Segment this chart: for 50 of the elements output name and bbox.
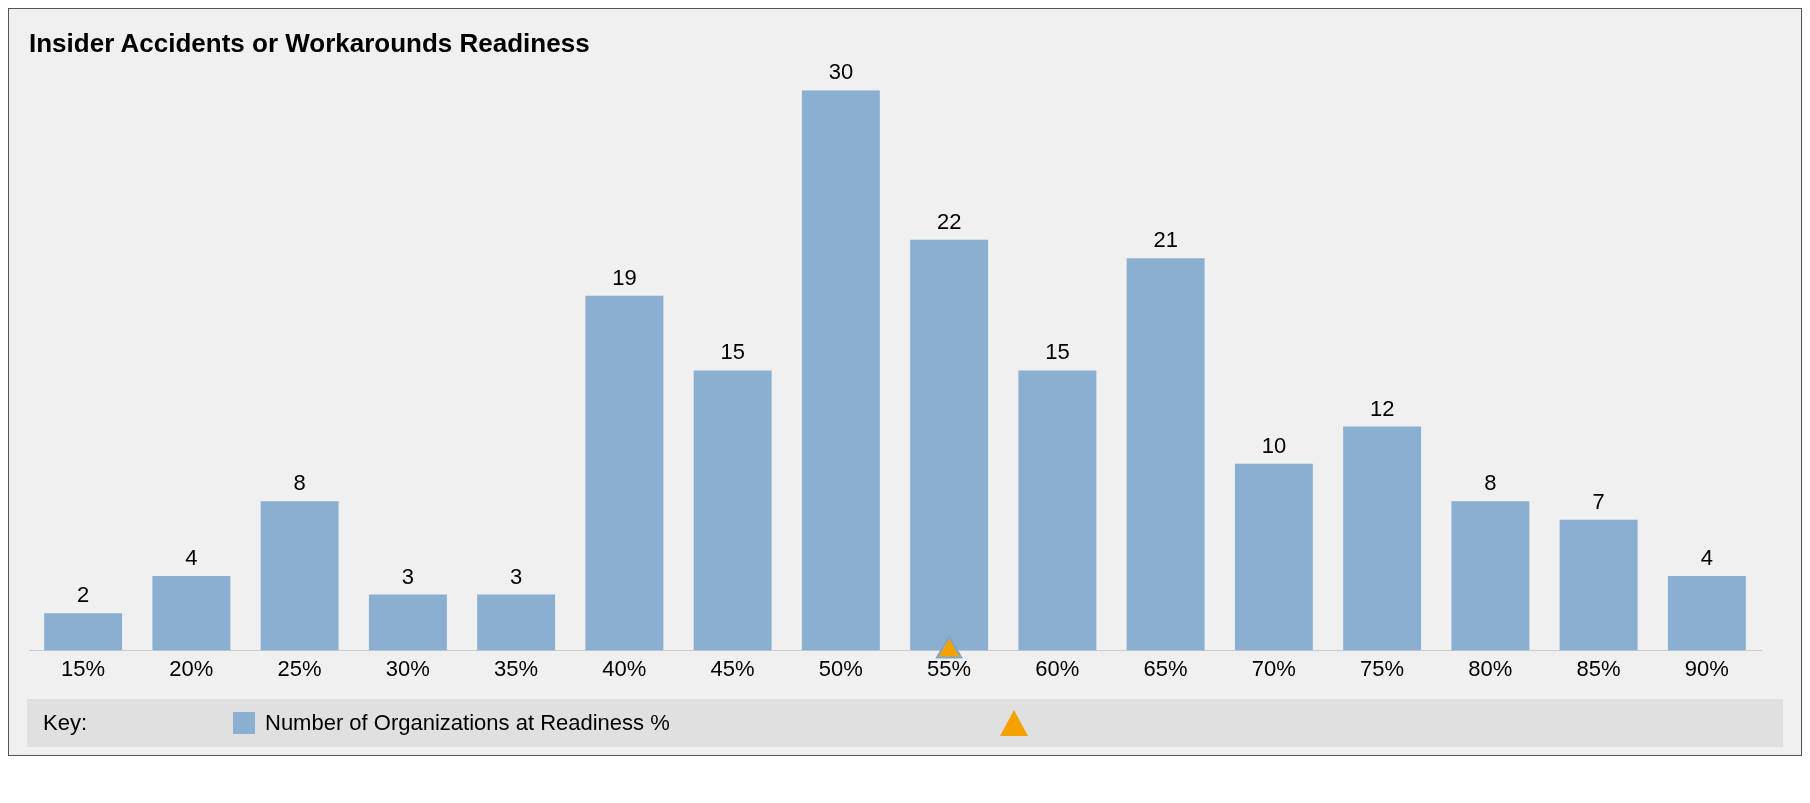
bar: [477, 594, 556, 651]
x-tick-label: 75%: [1360, 655, 1405, 681]
data-label: 10: [1261, 432, 1287, 458]
data-label: 8: [293, 470, 306, 496]
x-tick-label: 45%: [710, 655, 755, 681]
data-label: 15: [720, 339, 745, 365]
data-label: 30: [828, 59, 854, 85]
legend-label: Number of Organizations at Readiness %: [265, 710, 670, 736]
data-label: 4: [185, 544, 198, 570]
data-label: 3: [510, 563, 523, 589]
x-tick-label: 50%: [818, 655, 863, 681]
data-label: 4: [1700, 544, 1713, 570]
bar: [1234, 463, 1313, 651]
data-label: 3: [401, 563, 414, 589]
x-tick-label: 85%: [1576, 655, 1621, 681]
bar: [1667, 575, 1746, 651]
x-tick-label: 80%: [1468, 655, 1513, 681]
bar: [1559, 519, 1638, 651]
data-label: 15: [1045, 339, 1070, 365]
data-label: 7: [1592, 488, 1605, 514]
bar: [368, 594, 447, 651]
bar: [801, 90, 880, 651]
data-label: 2: [77, 582, 90, 608]
bar: [693, 370, 772, 651]
bar: [1126, 258, 1205, 651]
bar: [1451, 501, 1530, 651]
x-tick-label: 35%: [494, 655, 539, 681]
bar: [1343, 426, 1422, 651]
data-label: 19: [612, 264, 637, 290]
data-label: 21: [1153, 227, 1178, 253]
x-tick-label: 70%: [1251, 655, 1296, 681]
bar: [152, 575, 231, 651]
x-tick-label: 55%: [927, 655, 972, 681]
x-tick-label: 40%: [602, 655, 647, 681]
x-tick-label: 30%: [385, 655, 430, 681]
data-label: 22: [936, 208, 962, 234]
data-label: 8: [1484, 470, 1497, 496]
x-tick-label: 25%: [277, 655, 322, 681]
bar: [260, 501, 339, 651]
legend-title: Key:: [43, 710, 89, 736]
x-tick-label: 60%: [1035, 655, 1080, 681]
x-tick-label: 20%: [169, 655, 214, 681]
chart-title: Insider Accidents or Workarounds Readiness: [29, 27, 590, 58]
x-tick-label: 90%: [1684, 655, 1729, 681]
bar: [1018, 370, 1097, 651]
data-label: 12: [1369, 395, 1395, 421]
bar: [44, 613, 123, 651]
bar: [585, 295, 664, 651]
x-tick-label: 65%: [1143, 655, 1188, 681]
x-tick-label: 15%: [61, 655, 106, 681]
